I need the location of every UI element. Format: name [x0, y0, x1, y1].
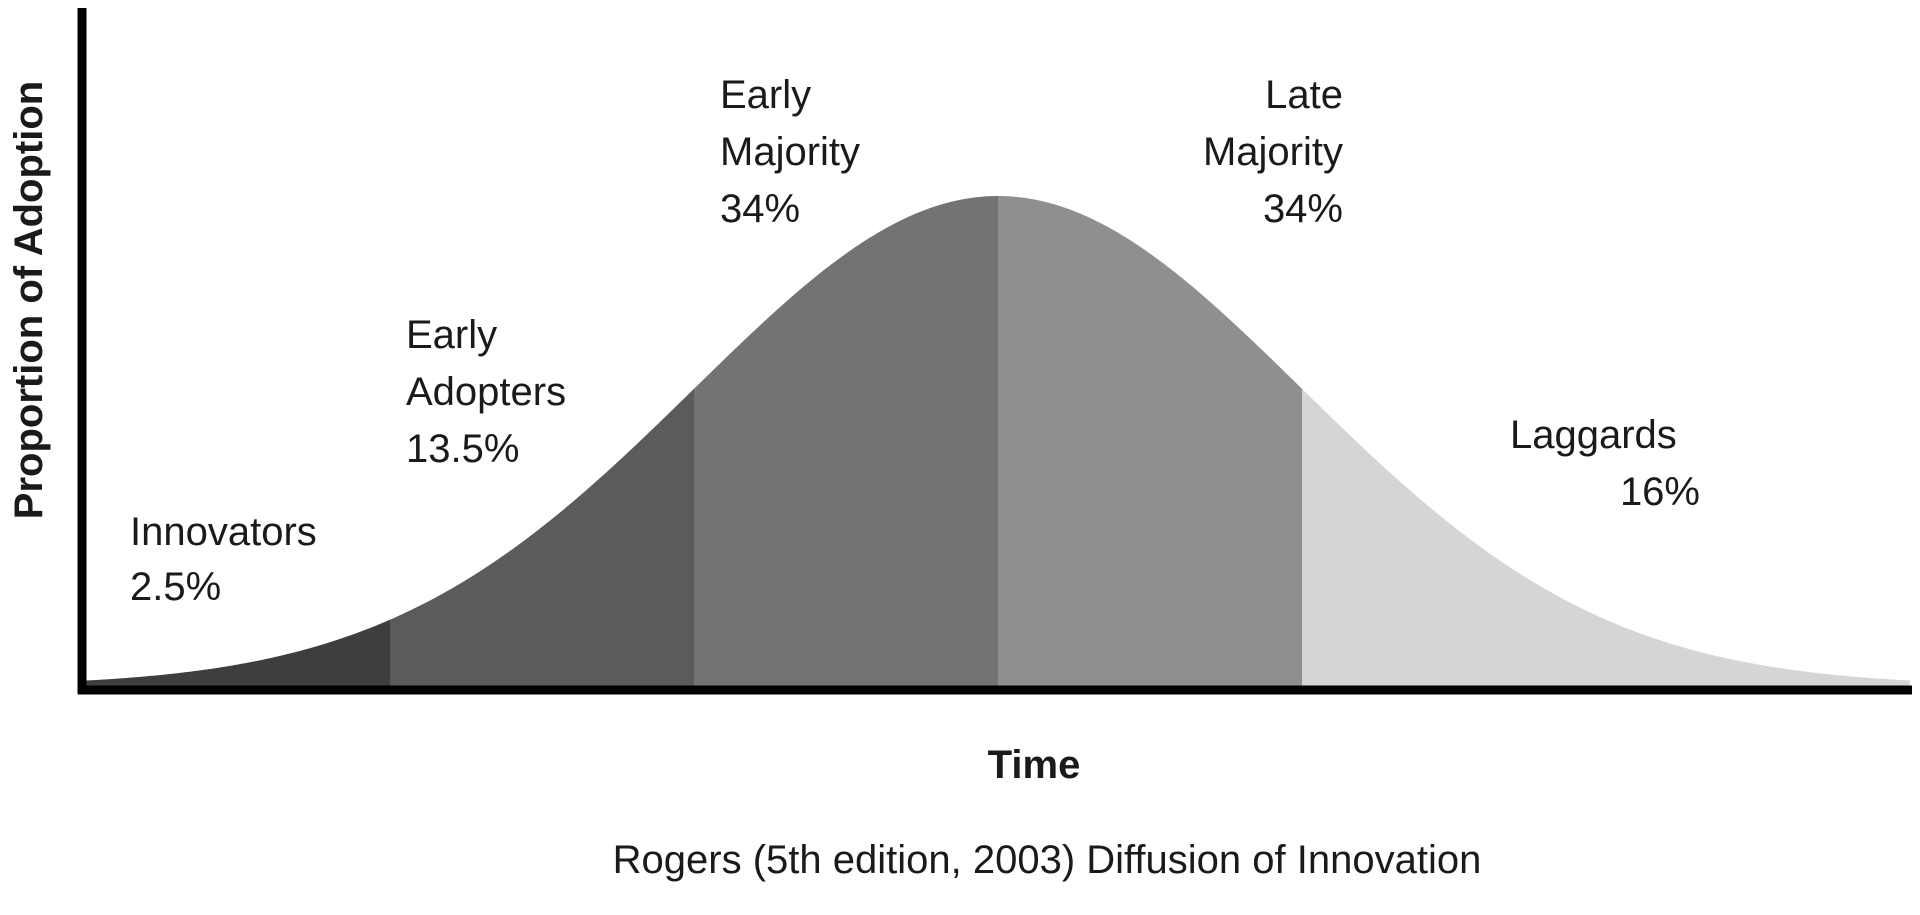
label-late-majority-value: 34% [1263, 187, 1343, 231]
segment-laggards [1302, 388, 1910, 686]
segment-early-adopters [390, 388, 694, 686]
segment-early-majority [694, 196, 998, 686]
label-innovators-value: 2.5% [130, 565, 221, 609]
label-early-majority-value: 34% [720, 187, 800, 231]
curve-segments [86, 196, 1910, 686]
label-early-adopters-line1: Early [406, 313, 497, 357]
label-laggards-name: Laggards [1510, 413, 1677, 457]
chart-caption: Rogers (5th edition, 2003) Diffusion of … [613, 838, 1482, 882]
label-early-adopters: Early Adopters 13.5% [406, 313, 566, 471]
label-late-majority: Late Majority 34% [1203, 73, 1343, 231]
label-late-majority-line1: Late [1265, 73, 1343, 117]
label-early-adopters-line2: Adopters [406, 370, 566, 414]
label-early-majority: Early Majority 34% [720, 73, 860, 231]
y-axis-title: Proportion of Adoption [7, 81, 51, 519]
label-innovators: Innovators 2.5% [130, 510, 317, 609]
label-innovators-name: Innovators [130, 510, 317, 554]
segment-innovators [86, 619, 390, 686]
label-early-majority-line2: Majority [720, 130, 860, 174]
label-laggards-value: 16% [1620, 470, 1700, 514]
label-early-majority-line1: Early [720, 73, 811, 117]
segment-late-majority [998, 196, 1302, 686]
x-axis-title: Time [988, 743, 1081, 787]
label-early-adopters-value: 13.5% [406, 427, 519, 471]
label-laggards: Laggards 16% [1510, 413, 1700, 514]
label-late-majority-line2: Majority [1203, 130, 1343, 174]
